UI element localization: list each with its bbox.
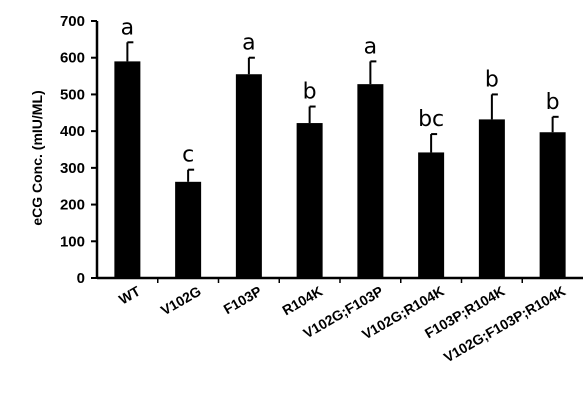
y-axis-title: eCG Conc. (mIU/ML): [29, 90, 45, 225]
significance-label: a: [242, 31, 255, 56]
bar: [357, 84, 384, 278]
category-label: F103P: [221, 283, 265, 317]
axes: [91, 20, 583, 283]
bar: [418, 152, 445, 278]
y-tick-label: 400: [60, 123, 85, 140]
significance-label: a: [121, 15, 134, 40]
bar: [235, 74, 262, 278]
y-tick-label: 700: [60, 13, 85, 30]
y-tick-label: 100: [60, 233, 85, 250]
y-tick-label: 500: [60, 86, 85, 103]
significance-label: b: [546, 90, 560, 115]
y-tick-label: 300: [60, 160, 85, 177]
significance-label: a: [364, 34, 377, 59]
significance-label: b: [485, 67, 499, 92]
y-tick-label: 600: [60, 50, 85, 67]
bar: [478, 119, 505, 278]
significance-label: b: [303, 80, 317, 105]
significance-label: c: [182, 143, 194, 168]
category-label: WT: [116, 283, 143, 308]
significance-label: bc: [418, 107, 444, 132]
bar: [296, 123, 323, 279]
bar: [175, 181, 202, 278]
bar: [114, 61, 141, 279]
category-label: V102G: [158, 283, 204, 319]
bar: [539, 132, 566, 278]
category-label: R104K: [279, 283, 325, 319]
y-tick-label: 200: [60, 197, 85, 214]
bars: [114, 41, 566, 279]
y-tick-label: 0: [77, 270, 85, 287]
